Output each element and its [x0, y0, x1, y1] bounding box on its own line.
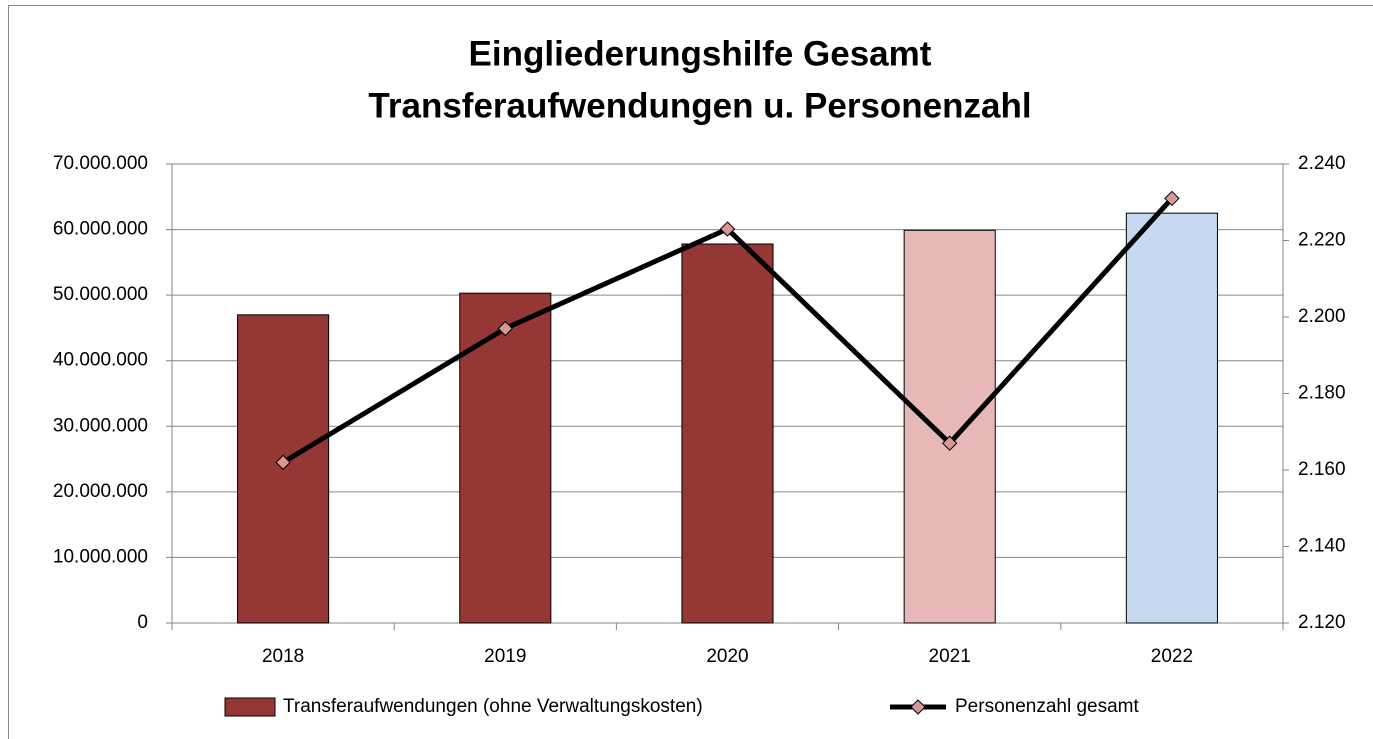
x-tick-label: 2022 — [1151, 646, 1193, 667]
legend-marker — [910, 699, 926, 715]
y2-tick-label: 2.120 — [1298, 612, 1346, 633]
line-marker — [1164, 190, 1180, 207]
bar — [681, 243, 774, 624]
y2-tick-label: 2.200 — [1298, 306, 1346, 327]
bar — [459, 292, 552, 624]
bar — [1125, 212, 1218, 624]
x-tick-label: 2020 — [706, 646, 748, 667]
y-tick-label: 0 — [137, 612, 148, 633]
y2-tick-label: 2.240 — [1298, 153, 1346, 174]
y-tick-label: 50.000.000 — [53, 284, 148, 305]
x-tick-label: 2019 — [484, 646, 526, 667]
legend-label: Transferaufwendungen (ohne Verwaltungsko… — [283, 696, 703, 717]
line-marker — [497, 320, 514, 337]
x-tick-label: 2021 — [929, 646, 971, 667]
line-marker — [275, 454, 291, 471]
legend-label: Personenzahl gesamt — [955, 696, 1139, 717]
y-tick-label: 30.000.000 — [53, 415, 148, 436]
bar — [903, 229, 996, 624]
line-marker — [941, 435, 958, 451]
legend-swatch — [224, 697, 276, 717]
y-tick-label: 40.000.000 — [53, 350, 148, 371]
chart-title: Transferaufwendungen u. Personenzahl — [368, 86, 1031, 125]
y-tick-label: 70.000.000 — [53, 153, 148, 174]
y2-tick-label: 2.220 — [1298, 230, 1346, 251]
y-tick-label: 20.000.000 — [53, 481, 148, 502]
x-tick-label: 2018 — [262, 646, 304, 667]
y-tick-label: 10.000.000 — [53, 546, 148, 567]
chart-title: Eingliederungshilfe Gesamt — [469, 34, 932, 73]
y2-tick-label: 2.180 — [1298, 383, 1346, 404]
y2-tick-label: 2.140 — [1298, 536, 1346, 557]
line-marker — [719, 221, 736, 237]
y2-tick-label: 2.160 — [1298, 459, 1346, 480]
y-tick-label: 60.000.000 — [53, 219, 148, 240]
